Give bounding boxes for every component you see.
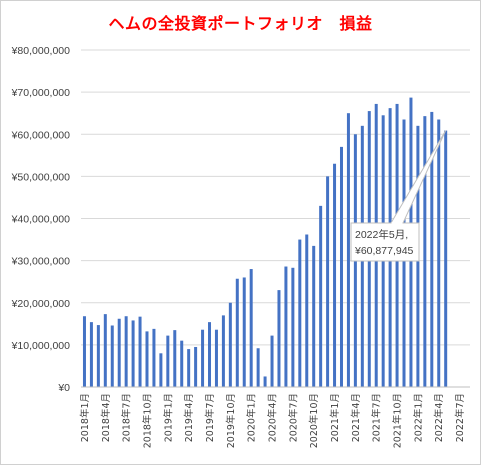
bar bbox=[187, 349, 191, 387]
bar bbox=[180, 340, 184, 387]
bar bbox=[194, 346, 198, 387]
bar bbox=[339, 146, 343, 387]
y-tick-label: ¥10,000,000 bbox=[11, 340, 71, 352]
bar bbox=[110, 325, 114, 387]
bar bbox=[208, 322, 212, 387]
bar bbox=[319, 205, 323, 387]
bar bbox=[173, 330, 177, 387]
chart-title: ヘムの全投資ポートフォリオ 損益 bbox=[108, 14, 373, 33]
data-callout: 2022年5月, ¥60,877,945 bbox=[350, 130, 447, 262]
bar bbox=[312, 245, 316, 387]
callout-box bbox=[350, 222, 420, 262]
bar bbox=[159, 353, 163, 387]
bar bbox=[145, 331, 149, 387]
bar bbox=[228, 302, 232, 387]
y-axis-tick-labels: ¥0 ¥10,000,000 ¥20,000,000 ¥30,000,000 ¥40,0… bbox=[11, 45, 71, 394]
bar bbox=[298, 239, 302, 387]
y-tick-label: ¥80,000,000 bbox=[11, 45, 71, 57]
bar bbox=[277, 290, 281, 387]
bar bbox=[82, 316, 86, 387]
y-tick-label: ¥40,000,000 bbox=[11, 214, 71, 226]
bar bbox=[249, 269, 253, 387]
bar bbox=[256, 348, 260, 387]
x-tick-label: 2019年7月 bbox=[204, 393, 216, 442]
bar bbox=[131, 320, 135, 387]
x-tick-label: 2018年4月 bbox=[100, 393, 112, 442]
x-tick-label: 2022年7月 bbox=[454, 393, 466, 442]
x-tick-label: 2022年4月 bbox=[433, 393, 445, 442]
y-tick-label: ¥20,000,000 bbox=[11, 298, 71, 310]
bar bbox=[284, 266, 288, 387]
bar bbox=[444, 130, 448, 388]
x-tick-label: 2019年1月 bbox=[162, 393, 174, 442]
x-tick-label: 2021年1月 bbox=[329, 393, 341, 442]
y-tick-label: ¥70,000,000 bbox=[11, 87, 71, 99]
callout-value-label: ¥60,877,945 bbox=[354, 245, 414, 257]
bar bbox=[201, 329, 205, 387]
x-axis-tick-labels: 2018年1月 2018年4月 2018年7月 2018年10月 2019年1月 2019… bbox=[79, 393, 466, 448]
bar bbox=[270, 335, 274, 387]
bar bbox=[103, 314, 107, 387]
y-tick-label: ¥50,000,000 bbox=[11, 171, 71, 183]
bar bbox=[305, 234, 309, 387]
y-tick-label: ¥30,000,000 bbox=[11, 256, 71, 268]
bar bbox=[242, 277, 246, 387]
bar bbox=[333, 163, 337, 387]
bar bbox=[152, 328, 156, 387]
y-tick-label: ¥0 bbox=[57, 382, 70, 394]
bar bbox=[214, 329, 218, 387]
bar bbox=[437, 119, 441, 387]
bar bbox=[124, 316, 128, 387]
bar bbox=[423, 116, 427, 387]
bar bbox=[430, 111, 434, 387]
bar bbox=[326, 176, 330, 387]
x-tick-label: 2020年10月 bbox=[308, 393, 320, 448]
bar bbox=[263, 376, 267, 387]
x-tick-label: 2018年10月 bbox=[141, 393, 153, 448]
bar bbox=[221, 315, 225, 387]
x-tick-label: 2020年4月 bbox=[267, 393, 279, 442]
bar bbox=[89, 322, 93, 387]
x-tick-label: 2021年7月 bbox=[371, 393, 383, 442]
x-tick-label: 2019年10月 bbox=[225, 393, 237, 448]
x-tick-label: 2021年10月 bbox=[392, 393, 404, 448]
x-tick-label: 2020年7月 bbox=[287, 393, 299, 442]
bar bbox=[166, 335, 170, 387]
x-tick-label: 2021年4月 bbox=[350, 393, 362, 442]
x-tick-label: 2022年1月 bbox=[412, 393, 424, 442]
callout-date-label: 2022年5月, bbox=[355, 228, 408, 241]
bar bbox=[291, 267, 295, 387]
y-tick-label: ¥60,000,000 bbox=[11, 129, 71, 141]
bar bbox=[346, 113, 350, 387]
x-tick-label: 2018年1月 bbox=[79, 393, 91, 442]
bar bbox=[96, 325, 100, 387]
bar bbox=[117, 318, 121, 387]
bar bbox=[235, 278, 239, 387]
x-tick-label: 2019年4月 bbox=[183, 393, 195, 442]
x-tick-label: 2018年7月 bbox=[121, 393, 133, 442]
x-tick-label: 2020年1月 bbox=[246, 393, 258, 442]
bar bbox=[138, 316, 142, 387]
